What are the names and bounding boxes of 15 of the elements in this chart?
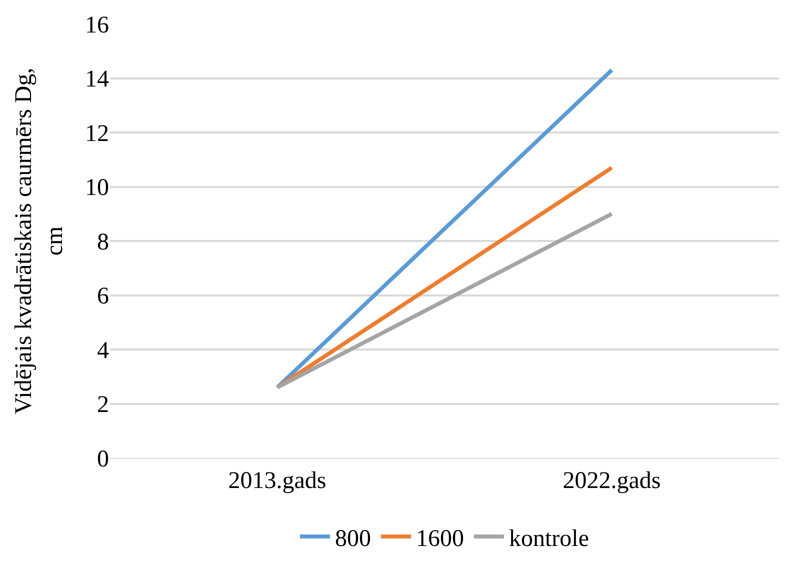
y-tick-label: 16 bbox=[85, 12, 109, 38]
legend-label: kontrole bbox=[509, 526, 589, 552]
y-axis-title: Vidējais kvadrātiskais caurmērs Dg, cm bbox=[10, 68, 68, 414]
x-tick-label: 2013.gads bbox=[228, 468, 326, 494]
y-tick-label: 10 bbox=[85, 175, 109, 202]
y-tick-label: 12 bbox=[85, 120, 109, 147]
x-tick-label: 2022.gads bbox=[562, 468, 661, 494]
y-tick-label: 2 bbox=[97, 392, 109, 418]
y-tick-label: 14 bbox=[85, 66, 109, 93]
y-tick-label: 6 bbox=[97, 284, 109, 310]
y-tick-label: 8 bbox=[97, 229, 109, 256]
y-tick-label: 4 bbox=[97, 338, 109, 364]
legend-label: 1600 bbox=[416, 526, 464, 552]
legend-label: 800 bbox=[335, 526, 371, 552]
y-tick-label: 0 bbox=[97, 446, 109, 472]
